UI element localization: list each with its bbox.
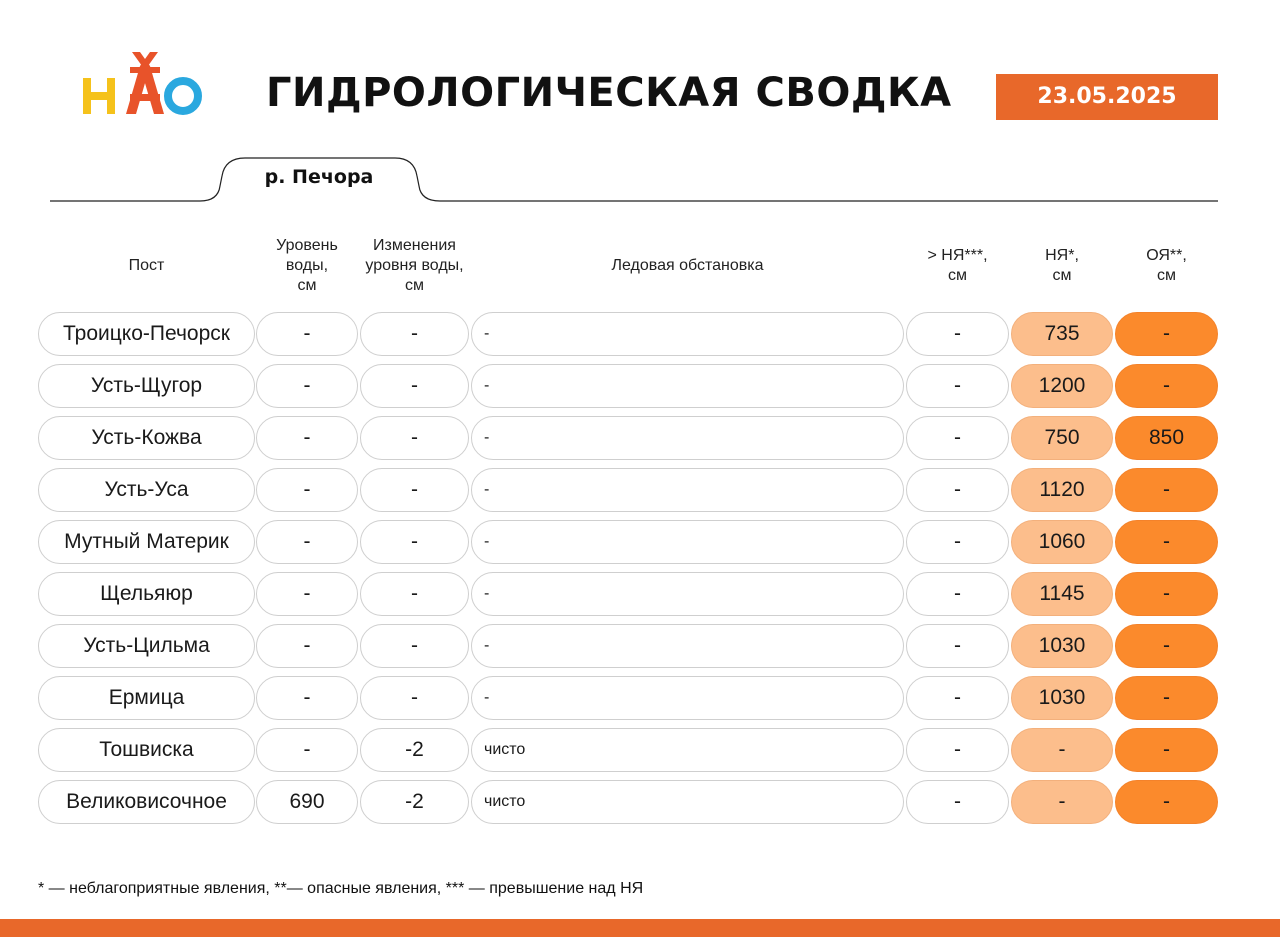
- ice-situation-cell: -: [471, 312, 904, 356]
- column-header-over-nya: > НЯ***, см: [927, 247, 988, 284]
- post-name-cell: Усть-Уса: [38, 468, 255, 512]
- post-name-cell: Великовисочное: [38, 780, 255, 824]
- logo-letter-a: [126, 52, 164, 114]
- post-name-cell: Мутный Материк: [38, 520, 255, 564]
- oya-cell: -: [1115, 520, 1218, 564]
- water-level-cell: -: [256, 520, 358, 564]
- nya-cell: 1200: [1011, 364, 1113, 408]
- river-tab-outline: [50, 157, 1218, 202]
- level-change-cell: -2: [360, 728, 469, 772]
- ice-situation-cell: -: [471, 520, 904, 564]
- oya-cell: -: [1115, 624, 1218, 668]
- water-level-cell: -: [256, 416, 358, 460]
- column-header-nya: НЯ*, см: [1045, 247, 1079, 284]
- column-header-oya: ОЯ**, см: [1146, 247, 1187, 284]
- level-change-cell: -: [360, 312, 469, 356]
- level-change-cell: -: [360, 520, 469, 564]
- column-header-post: Пост: [128, 257, 165, 274]
- column-header-ice: Ледовая обстановка: [611, 257, 764, 274]
- oya-cell: -: [1115, 312, 1218, 356]
- over-nya-cell: -: [906, 468, 1009, 512]
- water-level-cell: -: [256, 468, 358, 512]
- date-badge: 23.05.2025: [996, 74, 1218, 120]
- table-row: Тошвиска - -2 чисто - - -: [0, 728, 1280, 774]
- oya-cell: -: [1115, 572, 1218, 616]
- ice-situation-cell: -: [471, 676, 904, 720]
- table-row: Усть-Цильма - - - - 1030 -: [0, 624, 1280, 670]
- post-name-cell: Ермица: [38, 676, 255, 720]
- over-nya-cell: -: [906, 728, 1009, 772]
- footnote: * — неблагоприятные явления, **— опасные…: [38, 880, 644, 897]
- oya-cell: -: [1115, 676, 1218, 720]
- water-level-cell: -: [256, 676, 358, 720]
- oya-cell: -: [1115, 728, 1218, 772]
- water-level-cell: -: [256, 624, 358, 668]
- post-name-cell: Щельяюр: [38, 572, 255, 616]
- level-change-cell: -: [360, 624, 469, 668]
- table-row: Мутный Материк - - - - 1060 -: [0, 520, 1280, 566]
- table-row: Ермица - - - - 1030 -: [0, 676, 1280, 722]
- post-name-cell: Усть-Кожва: [38, 416, 255, 460]
- water-level-cell: -: [256, 312, 358, 356]
- table-row: Усть-Щугор - - - - 1200 -: [0, 364, 1280, 410]
- over-nya-cell: -: [906, 780, 1009, 824]
- level-change-cell: -: [360, 676, 469, 720]
- table-row: Великовисочное 690 -2 чисто - - -: [0, 780, 1280, 826]
- nya-cell: 1030: [1011, 676, 1113, 720]
- post-name-cell: Усть-Щугор: [38, 364, 255, 408]
- water-level-cell: -: [256, 572, 358, 616]
- over-nya-cell: -: [906, 312, 1009, 356]
- table-row: Усть-Кожва - - - - 750 850: [0, 416, 1280, 462]
- over-nya-cell: -: [906, 520, 1009, 564]
- level-change-cell: -: [360, 572, 469, 616]
- oya-cell: -: [1115, 780, 1218, 824]
- level-change-cell: -: [360, 468, 469, 512]
- river-tab-label: р. Печора: [264, 166, 374, 188]
- level-change-cell: -: [360, 416, 469, 460]
- nya-cell: 735: [1011, 312, 1113, 356]
- ice-situation-cell: -: [471, 624, 904, 668]
- nya-cell: -: [1011, 780, 1113, 824]
- nya-cell: 1060: [1011, 520, 1113, 564]
- oya-cell: 850: [1115, 416, 1218, 460]
- column-header-change: Изменения уровня воды, см: [365, 237, 464, 294]
- water-level-cell: -: [256, 728, 358, 772]
- nya-cell: -: [1011, 728, 1113, 772]
- water-level-cell: -: [256, 364, 358, 408]
- over-nya-cell: -: [906, 364, 1009, 408]
- post-name-cell: Троицко-Печорск: [38, 312, 255, 356]
- page-title: ГИДРОЛОГИЧЕСКАЯ СВОДКА: [266, 70, 952, 116]
- nya-cell: 1120: [1011, 468, 1113, 512]
- level-change-cell: -: [360, 364, 469, 408]
- table-row: Усть-Уса - - - - 1120 -: [0, 468, 1280, 514]
- table-row: Троицко-Печорск - - - - 735 -: [0, 312, 1280, 358]
- ice-situation-cell: чисто: [471, 728, 904, 772]
- column-header-level: Уровень воды, см: [276, 237, 338, 294]
- nya-cell: 1030: [1011, 624, 1113, 668]
- ice-situation-cell: -: [471, 364, 904, 408]
- post-name-cell: Усть-Цильма: [38, 624, 255, 668]
- water-level-cell: 690: [256, 780, 358, 824]
- logo-letter-o: [164, 77, 202, 115]
- ice-situation-cell: -: [471, 416, 904, 460]
- oya-cell: -: [1115, 468, 1218, 512]
- over-nya-cell: -: [906, 624, 1009, 668]
- bottom-accent-bar: [0, 919, 1280, 937]
- over-nya-cell: -: [906, 676, 1009, 720]
- ice-situation-cell: -: [471, 572, 904, 616]
- logo-letter-n: [83, 78, 115, 114]
- nya-cell: 1145: [1011, 572, 1113, 616]
- nao-logo: [80, 48, 204, 120]
- oya-cell: -: [1115, 364, 1218, 408]
- nya-cell: 750: [1011, 416, 1113, 460]
- table-row: Щельяюр - - - - 1145 -: [0, 572, 1280, 618]
- over-nya-cell: -: [906, 572, 1009, 616]
- over-nya-cell: -: [906, 416, 1009, 460]
- level-change-cell: -2: [360, 780, 469, 824]
- post-name-cell: Тошвиска: [38, 728, 255, 772]
- ice-situation-cell: чисто: [471, 780, 904, 824]
- ice-situation-cell: -: [471, 468, 904, 512]
